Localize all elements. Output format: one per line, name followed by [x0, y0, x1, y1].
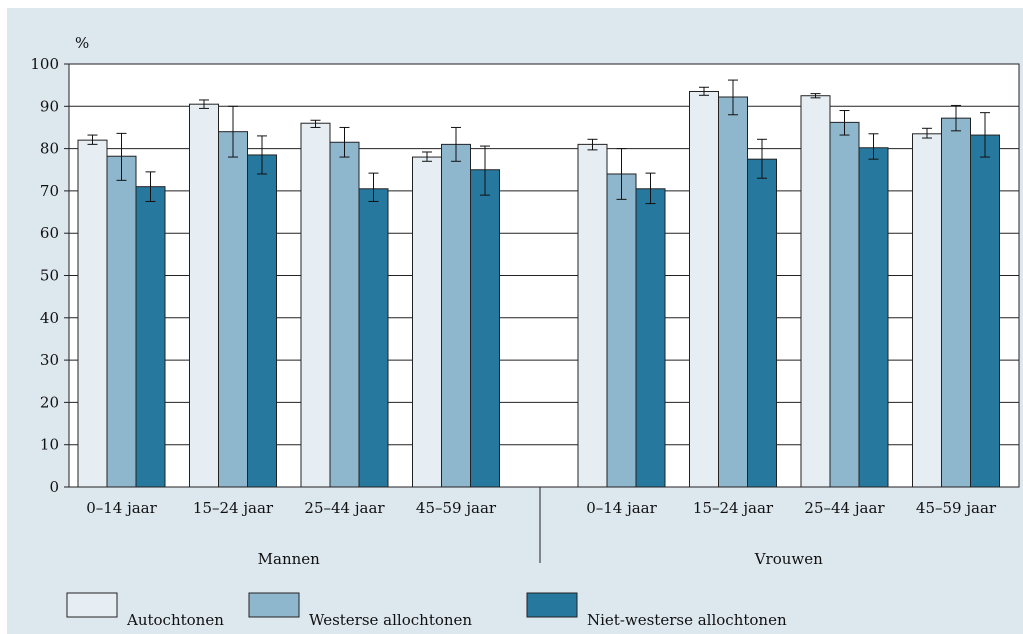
- bar: [829, 121, 860, 488]
- y-tick-label: 60: [40, 224, 59, 242]
- legend-label: Niet-westerse allochtonen: [587, 611, 787, 629]
- y-axis: 0 10 20 30 40 50 60 70 80 90 100: [30, 55, 69, 496]
- x-tick-label: 15–24 jaar: [693, 499, 774, 517]
- bar: [300, 122, 331, 488]
- x-axis-labels: 0–14 jaar 15–24 jaar 25–44 jaar 45–59 jaar 0…: [86, 499, 997, 517]
- x-tick-label: 15–24 jaar: [193, 499, 274, 517]
- group-labels: Mannen Vrouwen: [258, 550, 823, 568]
- bar: [747, 158, 777, 488]
- legend-swatch: [526, 592, 578, 618]
- chart-frame: 0 10 20 30 40 50 60 70 80 90 100 % 0–14 jaar 15–24 …: [7, 8, 1023, 634]
- legend-swatch: [66, 592, 118, 618]
- bar: [970, 134, 1000, 488]
- y-tick-label: 90: [40, 97, 59, 115]
- bar: [106, 155, 137, 488]
- legend-swatch: [248, 592, 300, 618]
- x-tick-label: 25–44 jaar: [804, 499, 885, 517]
- bar: [135, 186, 166, 488]
- bar: [189, 103, 219, 488]
- bar: [718, 96, 748, 488]
- bar: [358, 188, 389, 488]
- x-tick-label: 0–14 jaar: [586, 499, 657, 517]
- bar: [941, 117, 971, 488]
- bar: [218, 131, 248, 488]
- bar: [800, 95, 831, 488]
- y-tick-label: 100: [30, 55, 59, 73]
- error-bars: [87, 79, 990, 205]
- group-label: Vrouwen: [754, 550, 823, 568]
- y-tick-label: 20: [40, 393, 59, 411]
- group-label: Mannen: [258, 550, 321, 568]
- y-tick-label: 70: [40, 182, 59, 200]
- x-tick-label: 0–14 jaar: [86, 499, 157, 517]
- bar: [412, 156, 442, 488]
- y-axis-label: %: [75, 34, 89, 52]
- bars: [77, 90, 1000, 488]
- bar: [441, 143, 471, 488]
- y-tick-label: 30: [40, 351, 59, 369]
- bar: [858, 147, 889, 488]
- legend-label: Autochtonen: [126, 611, 224, 629]
- bar-chart: 0 10 20 30 40 50 60 70 80 90 100 % 0–14 jaar 15–24 …: [30, 34, 1020, 629]
- bar: [329, 141, 360, 488]
- legend: Autochtonen Westerse allochtonen Niet-west…: [66, 592, 787, 629]
- x-tick-label: 25–44 jaar: [304, 499, 385, 517]
- bar: [606, 173, 637, 488]
- bar: [247, 154, 277, 488]
- x-tick-label: 45–59 jaar: [416, 499, 497, 517]
- y-tick-label: 50: [40, 267, 59, 285]
- y-tick-label: 10: [40, 436, 59, 454]
- bar: [577, 143, 608, 488]
- bar: [635, 188, 666, 488]
- bar: [689, 90, 719, 488]
- bar: [470, 169, 500, 488]
- y-tick-label: 80: [40, 140, 59, 158]
- bar: [77, 139, 108, 488]
- y-tick-label: 40: [40, 309, 59, 327]
- x-tick-label: 45–59 jaar: [916, 499, 997, 517]
- bar: [912, 133, 942, 488]
- legend-label: Westerse allochtonen: [309, 611, 472, 629]
- y-tick-label: 0: [49, 478, 59, 496]
